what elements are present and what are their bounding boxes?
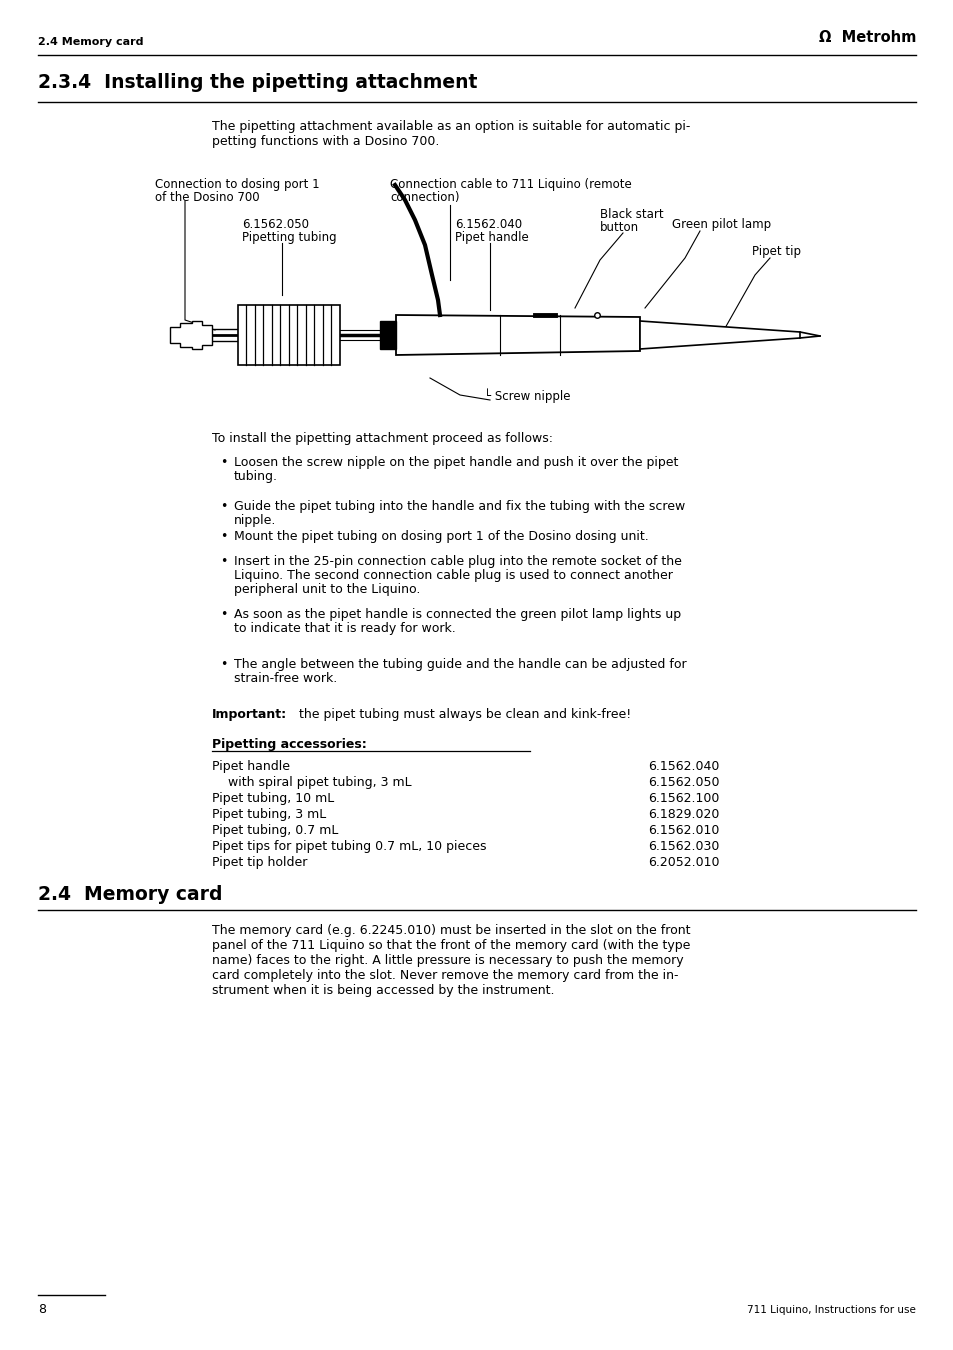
Text: button: button	[599, 221, 639, 234]
Text: Pipet tip: Pipet tip	[751, 244, 801, 258]
Text: with spiral pipet tubing, 3 mL: with spiral pipet tubing, 3 mL	[212, 776, 411, 788]
Text: Pipet tubing, 10 mL: Pipet tubing, 10 mL	[212, 792, 334, 805]
Polygon shape	[237, 305, 339, 365]
Text: Pipet tubing, 3 mL: Pipet tubing, 3 mL	[212, 809, 326, 821]
Text: 6.1562.010: 6.1562.010	[648, 824, 720, 837]
Text: nipple.: nipple.	[233, 514, 276, 526]
Text: Liquino. The second connection cable plug is used to connect another: Liquino. The second connection cable plu…	[233, 568, 672, 582]
Text: Pipetting tubing: Pipetting tubing	[242, 231, 336, 244]
Text: of the Dosino 700: of the Dosino 700	[154, 190, 259, 204]
Text: 711 Liquino, Instructions for use: 711 Liquino, Instructions for use	[746, 1305, 915, 1315]
Text: 6.1562.050: 6.1562.050	[648, 776, 720, 788]
Text: Pipet handle: Pipet handle	[455, 231, 528, 244]
Text: to indicate that it is ready for work.: to indicate that it is ready for work.	[233, 622, 456, 634]
Text: Pipet tubing, 0.7 mL: Pipet tubing, 0.7 mL	[212, 824, 338, 837]
Polygon shape	[379, 321, 395, 350]
Text: Black start: Black start	[599, 208, 663, 221]
Text: the pipet tubing must always be clean and kink-free!: the pipet tubing must always be clean an…	[294, 707, 631, 721]
Text: connection): connection)	[390, 190, 459, 204]
Text: 2.3.4  Installing the pipetting attachment: 2.3.4 Installing the pipetting attachmen…	[38, 73, 476, 92]
Text: 8: 8	[38, 1303, 46, 1316]
Text: Mount the pipet tubing on dosing port 1 of the Dosino dosing unit.: Mount the pipet tubing on dosing port 1 …	[233, 531, 648, 543]
Text: •: •	[220, 531, 227, 543]
Text: Ω  Metrohm: Ω Metrohm	[818, 30, 915, 45]
Polygon shape	[639, 321, 800, 350]
Text: •: •	[220, 657, 227, 671]
Text: 6.1562.050: 6.1562.050	[242, 217, 309, 231]
Text: Loosen the screw nipple on the pipet handle and push it over the pipet: Loosen the screw nipple on the pipet han…	[233, 456, 678, 468]
Polygon shape	[170, 321, 212, 350]
Text: 2.4 Memory card: 2.4 Memory card	[38, 36, 143, 47]
Text: Connection to dosing port 1: Connection to dosing port 1	[154, 178, 319, 190]
Text: As soon as the pipet handle is connected the green pilot lamp lights up: As soon as the pipet handle is connected…	[233, 608, 680, 621]
Text: 6.1562.040: 6.1562.040	[648, 760, 720, 774]
Polygon shape	[395, 315, 639, 355]
Text: └ Screw nipple: └ Screw nipple	[483, 389, 570, 404]
Text: 2.4  Memory card: 2.4 Memory card	[38, 886, 222, 904]
Text: strument when it is being accessed by the instrument.: strument when it is being accessed by th…	[212, 984, 554, 998]
Text: Connection cable to 711 Liquino (remote: Connection cable to 711 Liquino (remote	[390, 178, 631, 190]
Text: The pipetting attachment available as an option is suitable for automatic pi-: The pipetting attachment available as an…	[212, 120, 690, 134]
Text: 6.1562.030: 6.1562.030	[648, 840, 720, 853]
Text: Pipet handle: Pipet handle	[212, 760, 290, 774]
Text: Pipet tip holder: Pipet tip holder	[212, 856, 307, 869]
Text: The memory card (e.g. 6.2245.010) must be inserted in the slot on the front: The memory card (e.g. 6.2245.010) must b…	[212, 923, 690, 937]
Text: Green pilot lamp: Green pilot lamp	[671, 217, 770, 231]
Text: strain-free work.: strain-free work.	[233, 672, 337, 684]
Text: name) faces to the right. A little pressure is necessary to push the memory: name) faces to the right. A little press…	[212, 954, 683, 967]
Text: 6.1829.020: 6.1829.020	[648, 809, 720, 821]
Text: peripheral unit to the Liquino.: peripheral unit to the Liquino.	[233, 583, 420, 595]
Text: petting functions with a Dosino 700.: petting functions with a Dosino 700.	[212, 135, 439, 148]
Text: •: •	[220, 456, 227, 468]
Text: 6.1562.040: 6.1562.040	[455, 217, 521, 231]
Text: Pipet tips for pipet tubing 0.7 mL, 10 pieces: Pipet tips for pipet tubing 0.7 mL, 10 p…	[212, 840, 486, 853]
Text: Important:: Important:	[212, 707, 287, 721]
Text: panel of the 711 Liquino so that the front of the memory card (with the type: panel of the 711 Liquino so that the fro…	[212, 940, 690, 952]
Text: 6.2052.010: 6.2052.010	[648, 856, 720, 869]
Text: Insert in the 25-pin connection cable plug into the remote socket of the: Insert in the 25-pin connection cable pl…	[233, 555, 681, 568]
Text: tubing.: tubing.	[233, 470, 277, 483]
Text: card completely into the slot. Never remove the memory card from the in-: card completely into the slot. Never rem…	[212, 969, 678, 981]
Text: •: •	[220, 555, 227, 568]
Text: The angle between the tubing guide and the handle can be adjusted for: The angle between the tubing guide and t…	[233, 657, 686, 671]
Text: To install the pipetting attachment proceed as follows:: To install the pipetting attachment proc…	[212, 432, 553, 446]
Text: Pipetting accessories:: Pipetting accessories:	[212, 738, 366, 751]
Text: •: •	[220, 608, 227, 621]
Text: •: •	[220, 500, 227, 513]
Text: Guide the pipet tubing into the handle and fix the tubing with the screw: Guide the pipet tubing into the handle a…	[233, 500, 684, 513]
Text: 6.1562.100: 6.1562.100	[648, 792, 720, 805]
